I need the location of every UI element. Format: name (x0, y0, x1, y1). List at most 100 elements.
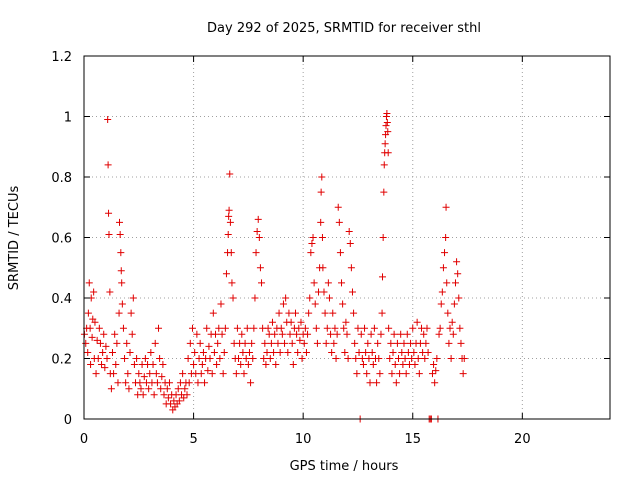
data-point (414, 355, 422, 362)
data-point (367, 330, 375, 338)
data-point (226, 218, 234, 226)
data-point (420, 330, 428, 338)
data-point (443, 279, 451, 287)
data-point (297, 318, 305, 326)
data-point (381, 140, 389, 148)
data-point (135, 370, 143, 378)
data-point (310, 279, 318, 287)
data-point (305, 309, 313, 317)
data-point (308, 240, 316, 248)
data-point (330, 339, 338, 347)
data-point (205, 342, 213, 350)
data-point (180, 394, 188, 402)
data-point (450, 300, 458, 308)
data-point (284, 348, 292, 356)
data-point (379, 273, 387, 281)
data-point (375, 355, 383, 362)
data-point (140, 373, 148, 381)
data-point (260, 355, 268, 362)
data-point (220, 348, 228, 356)
data-point (460, 355, 468, 362)
data-point (149, 361, 157, 369)
data-point (228, 279, 236, 287)
data-point (399, 361, 407, 369)
data-point (333, 330, 341, 338)
data-point (379, 234, 387, 241)
data-point (446, 324, 454, 332)
data-point (444, 309, 452, 317)
data-point (94, 355, 102, 362)
data-point (139, 391, 147, 399)
data-point (432, 367, 440, 375)
data-point (319, 264, 327, 272)
data-point (447, 355, 455, 362)
data-point (345, 227, 353, 235)
data-point (141, 355, 149, 362)
data-point (275, 309, 283, 317)
data-point (226, 170, 234, 178)
data-point (291, 309, 299, 317)
data-point (255, 234, 263, 241)
data-point (249, 355, 257, 362)
data-point (281, 339, 289, 347)
data-point (151, 339, 159, 347)
data-point (398, 348, 406, 356)
data-point (90, 288, 98, 296)
data-point (456, 324, 464, 332)
chart-title: Day 292 of 2025, SRMTID for receiver sth… (207, 21, 481, 36)
data-point (346, 240, 354, 248)
data-point (241, 339, 249, 347)
data-point (204, 367, 212, 375)
data-point (119, 324, 127, 332)
data-point (309, 234, 317, 241)
data-point (118, 300, 126, 308)
data-point (408, 355, 416, 362)
data-point (366, 379, 374, 387)
data-point (219, 370, 227, 378)
data-point (441, 249, 449, 257)
data-point (384, 128, 392, 136)
data-point (102, 342, 110, 350)
data-point (145, 385, 153, 393)
data-point (158, 373, 166, 381)
data-point (199, 348, 207, 356)
data-point (137, 385, 145, 393)
data-point (86, 324, 94, 332)
data-point (266, 355, 274, 362)
data-point (410, 348, 418, 356)
y-tick-label: 0.2 (51, 353, 72, 368)
data-point (318, 173, 326, 181)
data-point (112, 361, 120, 369)
data-point (104, 116, 112, 124)
data-point (111, 330, 119, 338)
y-tick-label: 0 (64, 413, 72, 428)
data-point (100, 330, 108, 338)
data-point (84, 309, 92, 317)
data-point (442, 203, 450, 211)
data-point (195, 355, 203, 362)
data-point (214, 339, 222, 347)
data-point (317, 188, 325, 196)
data-point (215, 324, 223, 332)
data-point (313, 339, 321, 347)
data-point (179, 370, 187, 378)
data-point (296, 336, 304, 344)
data-point (285, 309, 293, 317)
data-point (84, 348, 92, 356)
x-tick-label: 10 (295, 432, 312, 447)
data-point (353, 370, 361, 378)
data-point (233, 324, 241, 332)
data-point (334, 203, 342, 211)
data-point (324, 279, 332, 287)
data-point (174, 385, 182, 393)
data-point (357, 330, 365, 338)
data-point (277, 324, 285, 332)
data-point (147, 348, 155, 356)
x-tick-label: 0 (80, 432, 88, 447)
x-tick-label: 5 (189, 432, 197, 447)
data-point (208, 370, 216, 378)
data-point (91, 318, 99, 326)
grid-lines (84, 56, 610, 419)
data-point (276, 348, 284, 356)
data-point (455, 294, 463, 302)
